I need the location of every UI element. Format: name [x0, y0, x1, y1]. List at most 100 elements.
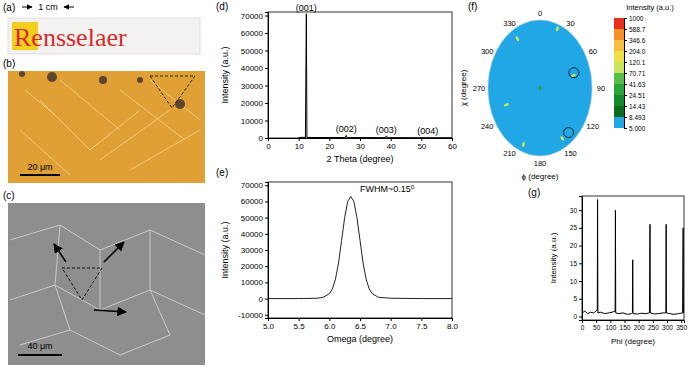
angle-label: 60 — [589, 47, 597, 56]
photo-detail — [60, 225, 100, 250]
tick: 0 — [259, 134, 268, 143]
scale-arrow — [22, 7, 32, 8]
tick-label: 8.493 — [629, 114, 646, 121]
spot — [560, 135, 565, 141]
data-line — [299, 14, 452, 138]
tick-mark — [625, 320, 626, 323]
tick-label: 60 — [448, 142, 457, 151]
tick-mark — [579, 228, 582, 229]
tick-mark — [624, 62, 627, 63]
tick-mark — [421, 318, 422, 321]
tick-mark — [265, 282, 268, 283]
tick: 15 — [570, 260, 582, 267]
tick: 20 — [570, 242, 582, 249]
axis: 010000200003000040000500006000070000 — [241, 12, 269, 144]
scale-bar-label: 20 μm — [27, 162, 52, 172]
scale-bar-label: 40 μm — [27, 341, 52, 351]
tick-label: 70.71 — [629, 70, 646, 77]
tick-label: 5.000 — [629, 125, 646, 132]
axis: 051015202530 — [570, 197, 583, 321]
tick-label: 0 — [573, 313, 577, 320]
tick: 50 — [593, 320, 601, 331]
tick-label: 10000 — [241, 117, 264, 126]
tick-label: 50000 — [241, 214, 264, 223]
tick-label: 5.0 — [263, 322, 275, 331]
tick-mark — [265, 33, 268, 34]
panel: 5.05.56.06.57.07.58.0-100000100002000030… — [216, 167, 459, 344]
axis: -100000100002000030000400005000060000700… — [238, 181, 268, 320]
tick-label: 7.0 — [386, 322, 398, 331]
photo-detail — [100, 110, 170, 160]
tick: 40000 — [241, 64, 268, 73]
image-panels: (a)1 cmRensselaer(b)20 μm(c)40 μm — [3, 2, 205, 365]
tick-label: 6.5 — [355, 322, 367, 331]
photo-detail — [47, 72, 57, 82]
tick-mark — [579, 299, 582, 300]
photo-detail — [99, 76, 107, 84]
tick: 7.5 — [416, 318, 428, 331]
colorbar-title: Intensity (a.u.) — [626, 3, 674, 12]
tick: 70000 — [241, 181, 268, 190]
tick-mark — [653, 320, 654, 323]
tick-mark — [596, 320, 597, 323]
plot-frame — [268, 12, 452, 138]
photo-detail — [40, 100, 90, 150]
colorbar-band — [614, 117, 624, 128]
tick: 50 — [417, 138, 426, 151]
tick: 40000 — [241, 230, 268, 239]
axis: 0102030405060 — [266, 138, 457, 151]
x-axis-label: Phi (degree) — [611, 337, 655, 346]
photo — [8, 203, 205, 365]
tick-label: 40000 — [241, 230, 264, 239]
tick-mark — [329, 138, 330, 141]
tick-mark — [360, 318, 361, 321]
photo-detail — [10, 285, 55, 300]
tick-label: 50000 — [241, 47, 264, 56]
photo-detail — [100, 290, 150, 310]
tick-label: 200 — [634, 324, 645, 331]
tick-mark — [579, 246, 582, 247]
axis-line — [579, 197, 583, 321]
photo-detail — [150, 290, 205, 315]
tick-mark — [265, 266, 268, 267]
colorbar-band — [614, 95, 624, 106]
tick-mark — [265, 185, 268, 186]
y-axis-label: Intensity (a.u.) — [220, 46, 230, 103]
tick-label: -10000 — [238, 311, 263, 320]
tick: 350 — [676, 320, 687, 331]
spot — [555, 26, 559, 32]
tick: 41.63 — [624, 81, 646, 88]
photo-detail — [120, 90, 185, 140]
plot-area — [504, 26, 579, 148]
tick: 20000 — [241, 99, 268, 108]
panel: 0306090120150180210240270300330χ (degree… — [459, 1, 674, 181]
plot-area — [582, 200, 684, 315]
tick: 60 — [448, 138, 457, 151]
plot-area — [299, 14, 452, 138]
tick: 120.1 — [624, 59, 646, 66]
tick-label: 41.63 — [629, 81, 646, 88]
photo-detail — [19, 71, 25, 77]
tick-label: 30000 — [241, 82, 264, 91]
tick-label: 204.0 — [629, 48, 646, 55]
tick-mark — [579, 281, 582, 282]
tick-mark — [265, 138, 268, 139]
axis: 5.05.56.06.57.07.58.0 — [263, 318, 459, 331]
tick-label: 10000 — [241, 278, 264, 287]
tick-mark — [391, 138, 392, 141]
arrow — [104, 242, 124, 262]
panel: 0102030405060010000200003000040000500006… — [216, 1, 457, 164]
tick: 10 — [295, 138, 304, 151]
tick-label: 7.5 — [416, 322, 428, 331]
tick-label: 350 — [676, 324, 687, 331]
tick-mark — [667, 320, 668, 323]
angle-label: 300 — [481, 47, 494, 56]
photo-detail — [150, 230, 205, 255]
angle-label: 210 — [503, 149, 516, 158]
panel-label: (e) — [216, 167, 228, 178]
axis-line — [265, 183, 269, 319]
tick-mark — [624, 29, 627, 30]
tick: 40 — [387, 138, 396, 151]
tick-label: 40000 — [241, 64, 264, 73]
marker-circle — [569, 68, 579, 78]
